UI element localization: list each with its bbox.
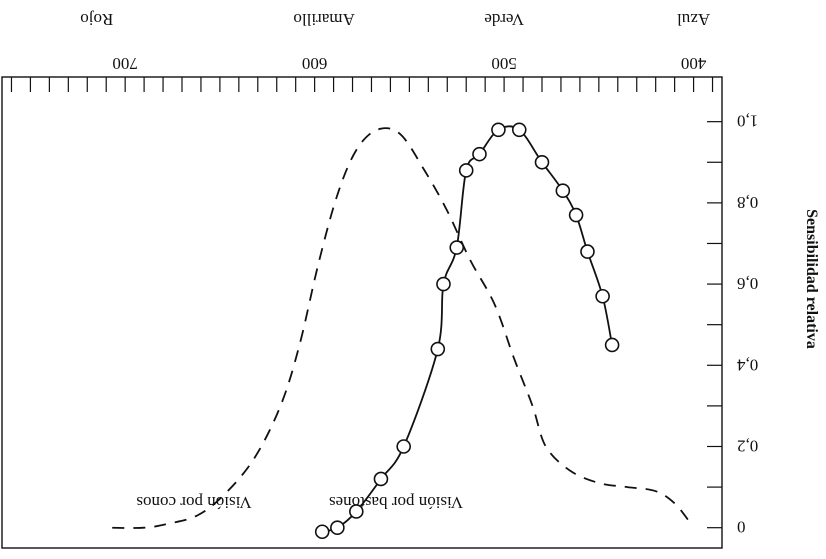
series-label-conos: Visión por conos bbox=[136, 493, 251, 512]
data-point-bastones bbox=[436, 276, 451, 292]
data-point-bastones bbox=[458, 163, 474, 178]
color-band-label: Rojo bbox=[80, 10, 113, 29]
series-points-bastones bbox=[314, 122, 620, 540]
y-tick-label: 0,2 bbox=[737, 436, 758, 455]
x-tick-labels: 400 500 600 700 bbox=[112, 54, 706, 73]
plot-frame bbox=[1, 76, 723, 549]
y-tick-label: 1,0 bbox=[737, 112, 758, 131]
data-point-bastones bbox=[511, 122, 527, 138]
y-ticks bbox=[707, 121, 722, 529]
y-tick-label: 0,6 bbox=[737, 274, 758, 293]
data-point-bastones bbox=[491, 122, 506, 138]
y-tick-label: 0 bbox=[737, 518, 746, 537]
y-tick-label: 0,4 bbox=[737, 355, 759, 374]
y-tick-label: 0,8 bbox=[737, 193, 758, 212]
data-point-bastones bbox=[595, 288, 610, 304]
color-band-labels: Azul Verde Amarillo Rojo bbox=[80, 10, 710, 29]
data-point-bastones bbox=[534, 154, 550, 170]
y-tick-labels: 0 0,2 0,4 0,6 0,8 1,0 bbox=[737, 112, 759, 537]
data-point-bastones bbox=[449, 240, 465, 255]
data-point-bastones bbox=[604, 337, 620, 353]
x-minor-ticks bbox=[10, 77, 714, 92]
x-tick-label: 600 bbox=[302, 54, 328, 73]
color-band-label: Amarillo bbox=[293, 10, 354, 29]
color-band-label: Verde bbox=[484, 10, 524, 29]
data-point-bastones bbox=[396, 439, 411, 454]
x-tick-label: 700 bbox=[112, 54, 138, 73]
series-label-bastones: Visión por bastones bbox=[329, 493, 463, 512]
data-point-bastones bbox=[330, 520, 345, 535]
series-line-conos bbox=[106, 127, 689, 529]
x-tick-label: 400 bbox=[681, 54, 707, 73]
color-band-label: Azul bbox=[677, 10, 710, 29]
data-point-bastones bbox=[555, 183, 571, 198]
data-point-bastones bbox=[349, 504, 364, 519]
y-axis-title: Sensibilidad relativa bbox=[803, 209, 820, 349]
data-point-bastones bbox=[373, 471, 389, 487]
x-tick-label: 500 bbox=[491, 54, 516, 73]
data-point-bastones bbox=[472, 146, 487, 162]
data-point-bastones bbox=[568, 207, 584, 223]
data-point-bastones bbox=[430, 341, 446, 357]
data-point-bastones bbox=[314, 524, 330, 540]
data-point-bastones bbox=[580, 244, 595, 259]
